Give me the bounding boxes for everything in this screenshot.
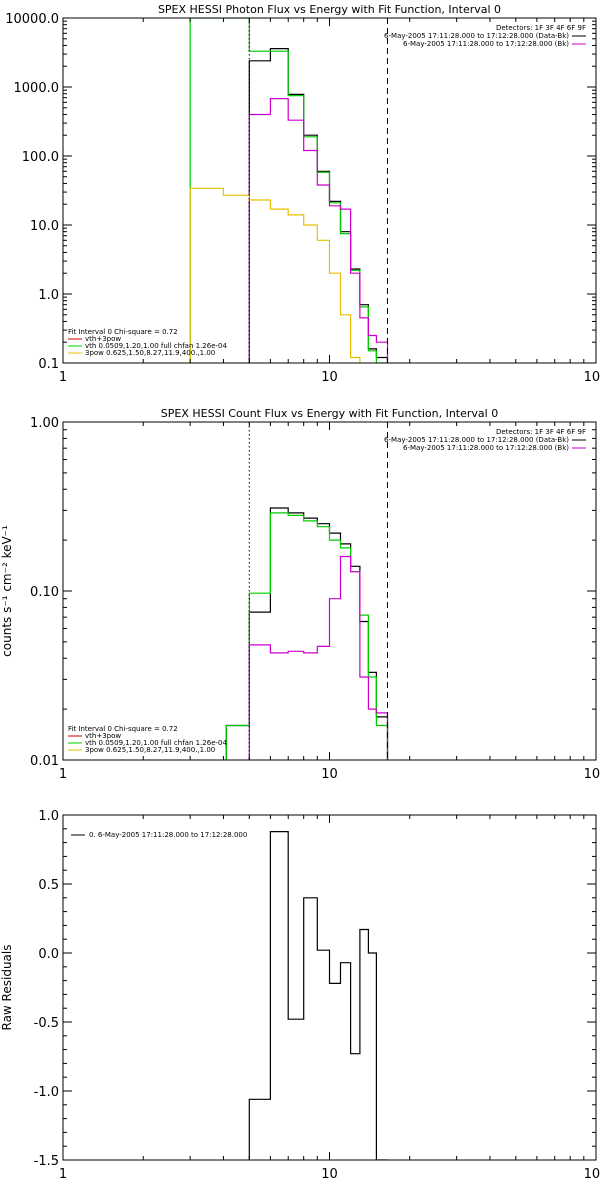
legend-left-entry: vth+3pow [85,732,121,740]
legend-right-entry: 6-May-2005 17:11:28.000 to 17:12:28.000 … [403,444,569,452]
series-group [248,831,388,1160]
legend-right-header: Detectors: 1F 3F 4F 6F 9F [496,24,586,32]
series-group [189,18,389,363]
y-tick-label: -1.0 [34,1085,59,1100]
chart-panel-1: SPEX HESSI Photon Flux vs Energy with Fi… [5,3,600,385]
chart-panel-3: 1 10 100 -1.5 -1.0 -0.5 0.0 0.5 1.0 Raw Residuals… [0,809,600,1182]
series-line-3 [248,98,389,363]
y-tick-label: 10000.0 [5,12,59,27]
x-tick-label: 10 [321,370,338,385]
x-tick-label: 10 [321,767,338,782]
series-group [225,507,389,760]
y-tick-label: 10.0 [30,219,59,234]
y-tick-label: 0.10 [30,585,59,600]
y-tick-label: 0.0 [38,947,59,962]
legend-left-header: Fit Interval 0 Chi-square = 0.72 [68,725,178,733]
chart-title: SPEX HESSI Photon Flux vs Energy with Fi… [158,3,501,16]
y-tick-label: 100.0 [22,150,59,165]
series-line-1 [248,48,389,363]
x-tick-label: 100 [584,1167,600,1182]
series-line-4 [189,187,361,363]
y-tick-label: 1.00 [30,416,59,431]
y-tick-label: 0.5 [38,878,59,893]
legend-right-entry: 6-May-2005 17:11:28.000 to 17:12:28.000 … [384,32,569,40]
series-line-1 [225,507,389,760]
series-line-2 [225,512,389,760]
chart-panel-2: SPEX HESSI Count Flux vs Energy with Fit… [0,407,600,782]
y-tick-label: 1.0 [38,809,59,824]
y-tick-label: -1.5 [34,1154,59,1169]
y-axis-label: Raw Residuals [0,945,14,1031]
legend-left-entry: 3pow 0.625,1.50,8.27,11.9,400.,1.00 [85,349,215,357]
x-tick-label: 1 [59,1167,67,1182]
legend-left-entry: 3pow 0.625,1.50,8.27,11.9,400.,1.00 [85,746,215,754]
plot-frame [62,814,597,1161]
x-tick-label: 100 [584,767,600,782]
legend-entry: 0. 6-May-2005 17:11:28.000 to 17:12:28.0… [89,831,247,839]
y-tick-label: 0.1 [38,357,59,372]
series-line-3 [248,555,389,760]
series-line-2 [189,18,388,363]
series-line-1 [248,831,388,1160]
y-tick-label: 1000.0 [14,81,60,96]
y-axis-label: counts s⁻¹ cm⁻² keV⁻¹ [0,525,14,657]
y-tick-label: -0.5 [34,1016,59,1031]
legend-right-entry: 6-May-2005 17:11:28.000 to 17:12:28.000 … [403,40,569,48]
x-tick-label: 1 [59,370,67,385]
y-tick-label: 1.0 [38,288,59,303]
chart-title: SPEX HESSI Count Flux vs Energy with Fit… [161,407,498,420]
plot-frame [62,421,597,761]
x-tick-label: 100 [584,370,600,385]
y-tick-label: 0.01 [30,754,59,769]
legend-left-entry: vth 0.0509,1.20,1.00 full chfan 1.26e-04 [85,342,227,350]
legend-right-header: Detectors: 1F 3F 4F 6F 9F [496,428,586,436]
legend-left-header: Fit Interval 0 Chi-square = 0.72 [68,328,178,336]
legend-left-entry: vth+3pow [85,335,121,343]
x-tick-label: 10 [321,1167,338,1182]
x-tick-label: 1 [59,767,67,782]
legend-left-entry: vth 0.0509,1.20,1.00 full chfan 1.26e-04 [85,739,227,747]
legend-right-entry: 6-May-2005 17:11:28.000 to 17:12:28.000 … [384,436,569,444]
